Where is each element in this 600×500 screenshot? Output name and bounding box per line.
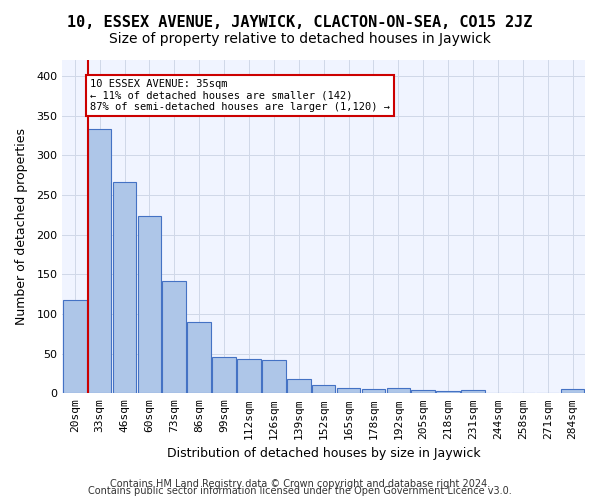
Bar [287, 379, 311, 394]
Bar [63, 300, 86, 394]
Bar [88, 129, 112, 394]
Bar [461, 390, 485, 394]
Bar [113, 182, 136, 394]
Bar [212, 357, 236, 394]
Bar [362, 390, 385, 394]
Bar [386, 388, 410, 394]
Bar [561, 390, 584, 394]
Bar [137, 216, 161, 394]
Text: Contains HM Land Registry data © Crown copyright and database right 2024.: Contains HM Land Registry data © Crown c… [110, 479, 490, 489]
Bar [237, 359, 261, 394]
Y-axis label: Number of detached properties: Number of detached properties [15, 128, 28, 325]
Bar [163, 282, 186, 394]
X-axis label: Distribution of detached houses by size in Jaywick: Distribution of detached houses by size … [167, 447, 481, 460]
Text: 10 ESSEX AVENUE: 35sqm
← 11% of detached houses are smaller (142)
87% of semi-de: 10 ESSEX AVENUE: 35sqm ← 11% of detached… [89, 79, 389, 112]
Bar [262, 360, 286, 394]
Text: Size of property relative to detached houses in Jaywick: Size of property relative to detached ho… [109, 32, 491, 46]
Bar [312, 386, 335, 394]
Bar [337, 388, 361, 394]
Bar [412, 390, 435, 394]
Text: 10, ESSEX AVENUE, JAYWICK, CLACTON-ON-SEA, CO15 2JZ: 10, ESSEX AVENUE, JAYWICK, CLACTON-ON-SE… [67, 15, 533, 30]
Text: Contains public sector information licensed under the Open Government Licence v3: Contains public sector information licen… [88, 486, 512, 496]
Bar [436, 391, 460, 394]
Bar [187, 322, 211, 394]
